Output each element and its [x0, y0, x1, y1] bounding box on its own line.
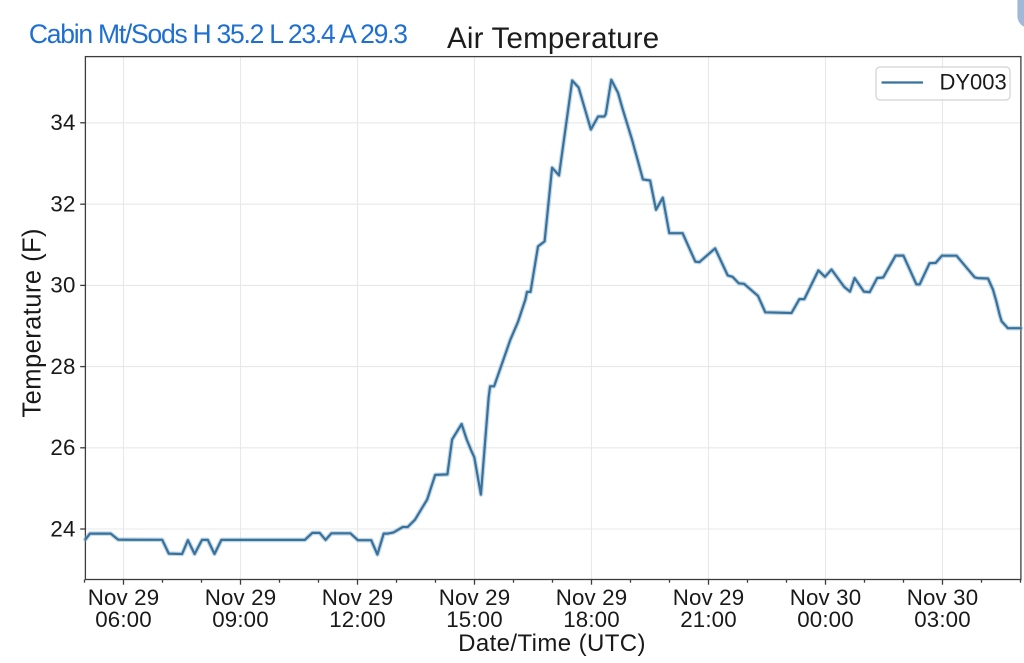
svg-text:Date/Time (UTC): Date/Time (UTC): [458, 630, 646, 657]
svg-text:28: 28: [50, 354, 75, 379]
svg-text:06:00: 06:00: [95, 607, 152, 632]
svg-text:24: 24: [50, 516, 75, 541]
svg-text:Nov 29: Nov 29: [205, 585, 277, 610]
svg-text:32: 32: [50, 192, 75, 217]
svg-text:Cabin Mt/Sods H 35.2 L 23.4 A: Cabin Mt/Sods H 35.2 L 23.4 A 29.3: [29, 19, 407, 49]
svg-text:21:00: 21:00: [680, 607, 737, 632]
svg-text:Air Temperature: Air Temperature: [447, 22, 659, 55]
svg-text:00:00: 00:00: [797, 607, 854, 632]
svg-text:Nov 29: Nov 29: [322, 585, 394, 610]
svg-text:18:00: 18:00: [563, 607, 620, 632]
svg-text:DY003: DY003: [940, 70, 1007, 95]
svg-text:Nov 30: Nov 30: [790, 585, 862, 610]
svg-text:15:00: 15:00: [446, 607, 503, 632]
svg-text:03:00: 03:00: [914, 607, 971, 632]
svg-text:34: 34: [50, 110, 75, 135]
svg-text:Nov 29: Nov 29: [556, 585, 628, 610]
svg-text:Temperature (F): Temperature (F): [19, 228, 47, 418]
svg-text:Nov 29: Nov 29: [439, 585, 511, 610]
svg-text:26: 26: [50, 435, 75, 460]
svg-text:Nov 30: Nov 30: [907, 585, 979, 610]
svg-text:Nov 29: Nov 29: [673, 585, 745, 610]
svg-text:Nov 29: Nov 29: [88, 585, 160, 610]
svg-text:30: 30: [50, 273, 75, 298]
svg-text:09:00: 09:00: [212, 607, 269, 632]
svg-text:12:00: 12:00: [329, 607, 386, 632]
